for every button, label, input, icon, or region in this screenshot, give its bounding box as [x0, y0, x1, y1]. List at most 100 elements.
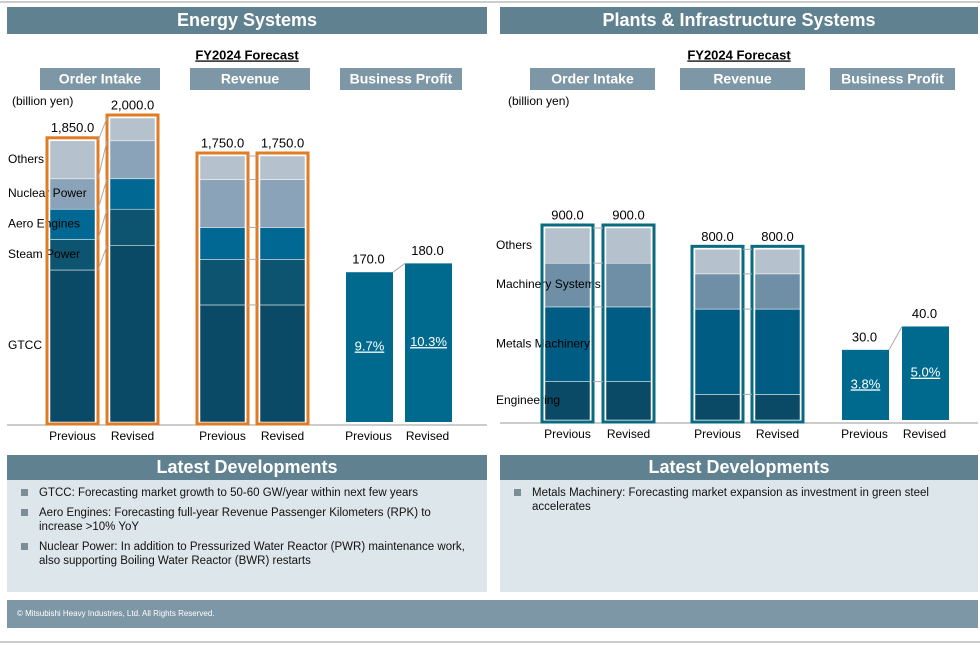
chart-header	[190, 68, 310, 90]
total-label: 900.0	[551, 207, 584, 222]
margin-label: 9.7%	[355, 339, 385, 354]
development-item: Metals Machinery: Forecasting market exp…	[514, 486, 968, 514]
chart-title: Order Intake	[59, 71, 142, 87]
developments-list: Metals Machinery: Forecasting market exp…	[514, 486, 968, 514]
bar-segment	[259, 259, 306, 306]
chart-header	[830, 68, 955, 90]
bar-segment	[694, 249, 741, 275]
value-label: 30.0	[852, 329, 877, 344]
highlight-frame	[601, 223, 656, 424]
connector	[97, 245, 108, 271]
panel-header	[7, 7, 487, 34]
highlight-frame	[105, 113, 160, 426]
panel-subtitle: FY2024 Forecast	[195, 47, 299, 62]
bar-segment	[259, 155, 306, 180]
connector	[97, 209, 108, 240]
highlight-frame	[45, 136, 100, 426]
bar	[346, 272, 393, 422]
x-tick-label: Previous	[544, 427, 591, 441]
bar-segment	[605, 227, 652, 264]
series-label: Others	[496, 238, 532, 252]
footer: © Mitsubishi Heavy Industries, Ltd. All …	[7, 600, 978, 628]
bar	[842, 349, 889, 420]
chart-title: Revenue	[221, 71, 280, 87]
bar-segment	[694, 273, 741, 310]
bar-segment	[109, 245, 156, 423]
bar-segment	[605, 381, 652, 421]
section-title: Latest Developments	[156, 457, 337, 477]
bar-segment	[109, 117, 156, 142]
bar-segment	[109, 140, 156, 180]
bar	[902, 326, 949, 420]
x-tick-label: Revised	[903, 427, 946, 441]
bar-segment	[199, 304, 246, 423]
bar-segment	[605, 306, 652, 382]
connector	[97, 117, 108, 141]
x-tick-label: Revised	[756, 427, 799, 441]
connector	[392, 262, 406, 273]
bar-segment	[694, 394, 741, 421]
bar-segment	[754, 308, 801, 395]
bar-segment	[754, 249, 801, 275]
x-tick-label: Previous	[199, 429, 246, 443]
panel-header	[500, 7, 978, 34]
development-item: Nuclear Power: In addition to Pressurize…	[21, 540, 477, 568]
highlight-frame	[690, 244, 745, 424]
section-title: Latest Developments	[648, 457, 829, 477]
bar-segment	[259, 304, 306, 423]
bar-segment	[49, 269, 96, 423]
chart-title: Business Profit	[841, 71, 944, 87]
chart-header	[340, 68, 462, 90]
development-item: Aero Engines: Forecasting full-year Reve…	[21, 506, 477, 534]
x-tick-label: Revised	[406, 429, 449, 443]
bar-segment	[109, 208, 156, 246]
connector	[97, 178, 108, 210]
value-label: 40.0	[912, 306, 937, 321]
series-label: Aero Engines	[8, 217, 80, 231]
total-label: 1,750.0	[201, 135, 244, 150]
section-header	[7, 455, 487, 480]
x-tick-label: Previous	[694, 427, 741, 441]
series-label: Steam Power	[8, 247, 80, 261]
x-tick-label: Revised	[607, 427, 650, 441]
developments-box: Metals Machinery: Forecasting market exp…	[500, 480, 978, 592]
chart-header	[530, 68, 655, 90]
bar-segment	[544, 262, 591, 308]
margin-label: 10.3%	[410, 334, 447, 349]
bar-segment	[199, 259, 246, 306]
total-label: 1,850.0	[51, 120, 94, 135]
panel-subtitle: FY2024 Forecast	[687, 47, 791, 62]
x-tick-label: Revised	[261, 429, 304, 443]
developments-box: GTCC: Forecasting market growth to 50-60…	[7, 480, 487, 592]
connector	[97, 140, 108, 179]
total-label: 900.0	[612, 207, 645, 222]
chart-title: Revenue	[713, 71, 772, 87]
highlight-frame	[255, 151, 310, 426]
connector	[888, 326, 903, 351]
value-label: 170.0	[352, 252, 385, 267]
highlight-frame	[195, 151, 250, 426]
margin-label: 5.0%	[911, 365, 941, 380]
total-label: 800.0	[701, 229, 734, 244]
section-header	[500, 455, 978, 480]
bar-segment	[109, 178, 156, 210]
bar-segment	[754, 394, 801, 421]
unit-label: (billion yen)	[508, 94, 569, 108]
bar-segment	[544, 306, 591, 382]
developments-list: GTCC: Forecasting market growth to 50-60…	[21, 486, 477, 568]
series-label: GTCC	[8, 338, 42, 352]
chart-header	[40, 68, 160, 90]
x-tick-label: Revised	[111, 429, 154, 443]
bar-segment	[49, 140, 96, 180]
bar-segment	[49, 208, 96, 240]
chart-title: Business Profit	[350, 71, 453, 87]
x-tick-label: Previous	[345, 429, 392, 443]
series-label: Others	[8, 152, 44, 166]
unit-label: (billion yen)	[12, 94, 73, 108]
bar	[405, 263, 452, 422]
bar-segment	[259, 179, 306, 228]
series-label: Machinery Systems	[496, 277, 601, 291]
value-label: 180.0	[411, 243, 444, 258]
